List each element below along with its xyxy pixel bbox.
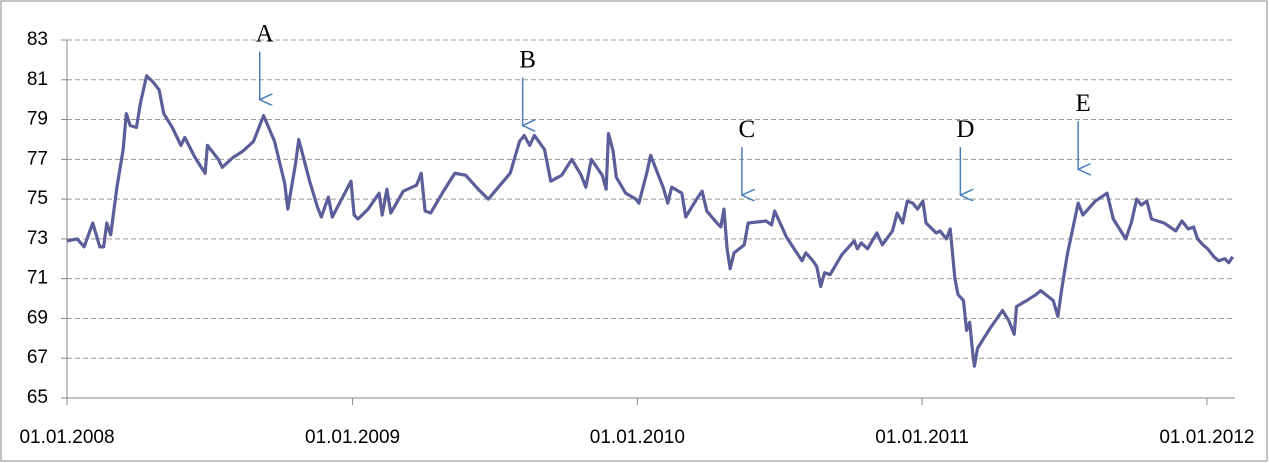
- y-tick-label: 81: [27, 69, 48, 90]
- x-tick-label: 01.01.2010: [590, 427, 685, 448]
- annotation-label: B: [519, 46, 536, 73]
- y-tick-label: 71: [27, 268, 48, 289]
- annotation-label: A: [256, 20, 274, 47]
- x-tick-label: 01.01.2011: [875, 427, 969, 448]
- data-line: [66, 74, 1234, 368]
- x-tick-label: 01.01.2012: [1159, 427, 1254, 448]
- y-tick-label: 79: [27, 109, 48, 130]
- x-tick-label: 01.01.2009: [305, 427, 400, 448]
- y-tick-label: 69: [27, 307, 48, 328]
- y-tick-label: 73: [27, 228, 48, 249]
- y-tick-label: 75: [27, 188, 48, 209]
- y-tick-label: 77: [27, 148, 48, 169]
- annotation-label: E: [1076, 90, 1091, 117]
- annotation-label: C: [739, 116, 756, 143]
- y-tick-label: 67: [27, 347, 48, 368]
- y-tick-label: 83: [27, 29, 48, 50]
- annotation-label: D: [956, 116, 974, 143]
- y-tick-label: 65: [27, 387, 48, 408]
- x-tick-label: 01.01.2008: [19, 427, 114, 448]
